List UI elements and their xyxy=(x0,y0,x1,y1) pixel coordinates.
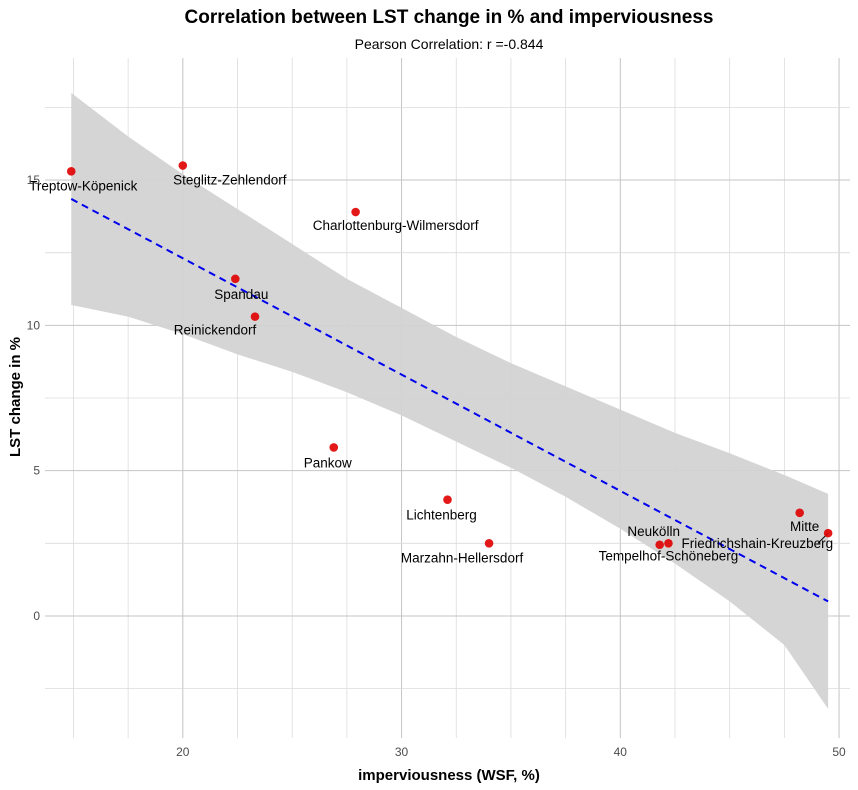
y-tick-label: 5 xyxy=(33,464,40,478)
point-label: Tempelhof-Schöneberg xyxy=(599,548,739,563)
data-point xyxy=(823,528,833,538)
confidence-band xyxy=(71,92,829,709)
data-point xyxy=(250,312,260,321)
point-label: Marzahn-Hellersdorf xyxy=(401,550,524,565)
data-point xyxy=(66,167,76,176)
x-tick-label: 20 xyxy=(176,745,190,759)
x-tick-label: 50 xyxy=(832,745,846,759)
point-label: Lichtenberg xyxy=(406,508,477,523)
point-label: Steglitz-Zehlendorf xyxy=(173,173,287,188)
point-label: Reinickendorf xyxy=(174,323,257,338)
data-point xyxy=(655,540,664,550)
data-point xyxy=(329,443,339,452)
data-points: Treptow-Köpenick Steglitz-Zehlendorf Charl… xyxy=(29,161,833,565)
chart-title: Correlation between LST change in % and … xyxy=(185,7,714,28)
y-tick-label: 10 xyxy=(27,318,41,332)
point-label: Spandau xyxy=(214,287,268,302)
point-label: Mitte xyxy=(790,519,819,534)
chart-subtitle: Pearson Correlation: r =-0.844 xyxy=(355,36,544,52)
data-point xyxy=(664,538,673,548)
point-label: Pankow xyxy=(304,455,352,470)
point-label: Friedrichshain-Kreuzberg xyxy=(682,536,834,551)
data-point xyxy=(351,207,360,217)
x-tick-label: 40 xyxy=(614,745,628,759)
data-point xyxy=(178,161,188,170)
x-tick-label: 30 xyxy=(395,745,409,759)
trend-line xyxy=(70,198,829,603)
data-point xyxy=(484,538,494,548)
point-label: Neukölln xyxy=(627,524,680,539)
x-axis-title: imperviousness (WSF, %) xyxy=(358,767,540,784)
data-point xyxy=(795,508,804,518)
y-tick-label: 15 xyxy=(27,173,41,187)
data-point xyxy=(231,274,240,284)
y-axis-title: LST change in % xyxy=(7,337,24,457)
y-tick-label: 0 xyxy=(33,609,40,623)
point-label: Charlottenburg-Wilmersdorf xyxy=(313,218,479,233)
tick-labels: 20 30 40 50 0 5 10 15 xyxy=(27,173,846,759)
data-point xyxy=(443,495,452,505)
point-label: Treptow-Köpenick xyxy=(29,178,138,193)
